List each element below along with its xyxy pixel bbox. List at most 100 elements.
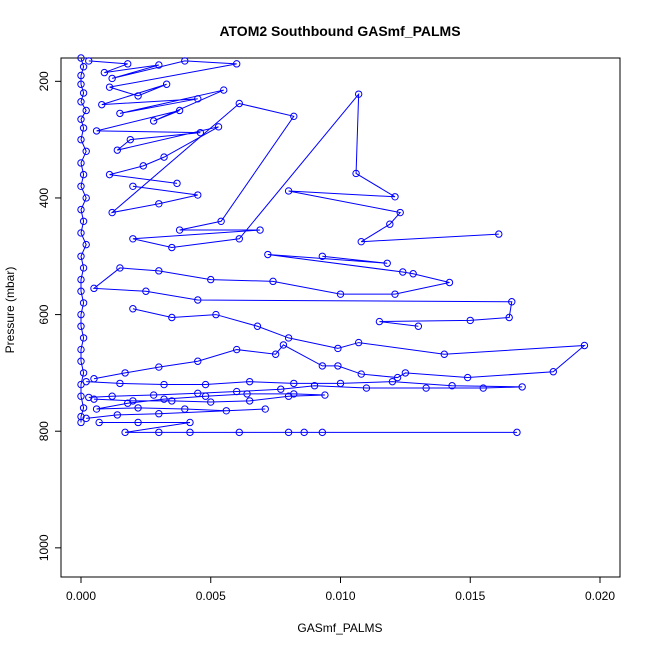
data-point (129, 305, 137, 313)
y-tick-label: 800 (37, 421, 51, 441)
data-point (440, 350, 448, 358)
data-point (108, 74, 116, 83)
data-point (448, 382, 456, 390)
data-point (77, 412, 85, 421)
data-point (79, 170, 88, 179)
data-point (77, 418, 85, 427)
data-point (396, 208, 404, 217)
data-point (79, 334, 88, 342)
data-point (463, 373, 472, 382)
data-point (214, 123, 223, 131)
data-point (105, 83, 114, 91)
data-point (277, 385, 285, 393)
data-point (77, 54, 85, 62)
data-point (90, 284, 98, 293)
data-point (79, 264, 88, 272)
data-point (129, 235, 137, 243)
data-point (155, 410, 163, 418)
data-point (466, 316, 474, 325)
data-point (181, 57, 189, 65)
x-tick-label: 0.000 (66, 589, 96, 603)
data-point (82, 377, 90, 386)
data-point (160, 380, 168, 389)
data-point (300, 428, 308, 437)
data-point (79, 404, 88, 412)
data-point (79, 217, 88, 225)
x-tick-label: 0.010 (325, 589, 355, 603)
data-point (505, 313, 513, 322)
data-point (256, 226, 264, 234)
data-point (121, 369, 129, 377)
data-point (77, 275, 85, 284)
data-point (233, 60, 241, 68)
data-point (155, 267, 163, 275)
data-point (90, 395, 98, 403)
data-point (222, 407, 231, 415)
data-point (79, 369, 88, 377)
data-point (391, 290, 399, 298)
data-point (77, 357, 85, 365)
data-point (155, 200, 163, 208)
data-point (194, 389, 202, 398)
data-point (233, 387, 241, 396)
data-point (391, 193, 399, 201)
data-point (116, 109, 124, 118)
data-point (77, 115, 85, 123)
data-point (85, 393, 93, 402)
data-point (108, 392, 116, 400)
data-point (77, 98, 85, 106)
data-point (77, 205, 85, 214)
data-point (334, 362, 342, 370)
data-point (422, 384, 430, 392)
data-point (186, 418, 194, 427)
data-point (139, 162, 147, 170)
data-point (401, 369, 410, 377)
data-point (217, 217, 225, 225)
data-point (105, 170, 114, 179)
data-point (77, 310, 85, 319)
data-point (386, 220, 394, 228)
data-point (77, 80, 85, 88)
data-point (175, 106, 184, 115)
data-point (149, 391, 158, 399)
data-point (77, 287, 85, 295)
data-point (77, 392, 85, 400)
data-point (284, 428, 293, 437)
data-point (245, 397, 254, 405)
data-point (194, 357, 202, 365)
data-point (149, 117, 158, 125)
data-point (264, 250, 272, 259)
x-axis: 0.000 0.005 0.010 0.015 0.020 (66, 576, 615, 603)
series-line (92, 254, 513, 327)
data-point (160, 153, 168, 161)
data-point (92, 405, 101, 413)
data-point (212, 310, 220, 319)
data-point (116, 379, 124, 388)
data-point (253, 322, 262, 330)
data-point (121, 428, 129, 437)
x-axis-label: GASmf_PALMS (297, 621, 382, 635)
data-point (235, 235, 243, 243)
data-point (495, 230, 503, 238)
data-point (77, 71, 85, 80)
data-point (82, 147, 90, 156)
data-point (279, 341, 288, 349)
data-point (318, 362, 327, 370)
data-point (82, 240, 90, 249)
series-line (86, 393, 325, 419)
data-point (79, 299, 88, 307)
y-tick-label: 200 (37, 71, 51, 91)
series-line (88, 60, 237, 184)
data-point (79, 63, 88, 71)
data-point (77, 229, 85, 237)
data-point (196, 128, 205, 137)
data-point (124, 60, 132, 68)
data-point (77, 135, 85, 144)
data-point (580, 341, 589, 350)
y-axis: 200 400 600 800 1000 (37, 71, 62, 561)
data-point (399, 268, 407, 276)
data-point (336, 290, 345, 298)
data-point (271, 350, 280, 358)
data-point (134, 404, 142, 412)
